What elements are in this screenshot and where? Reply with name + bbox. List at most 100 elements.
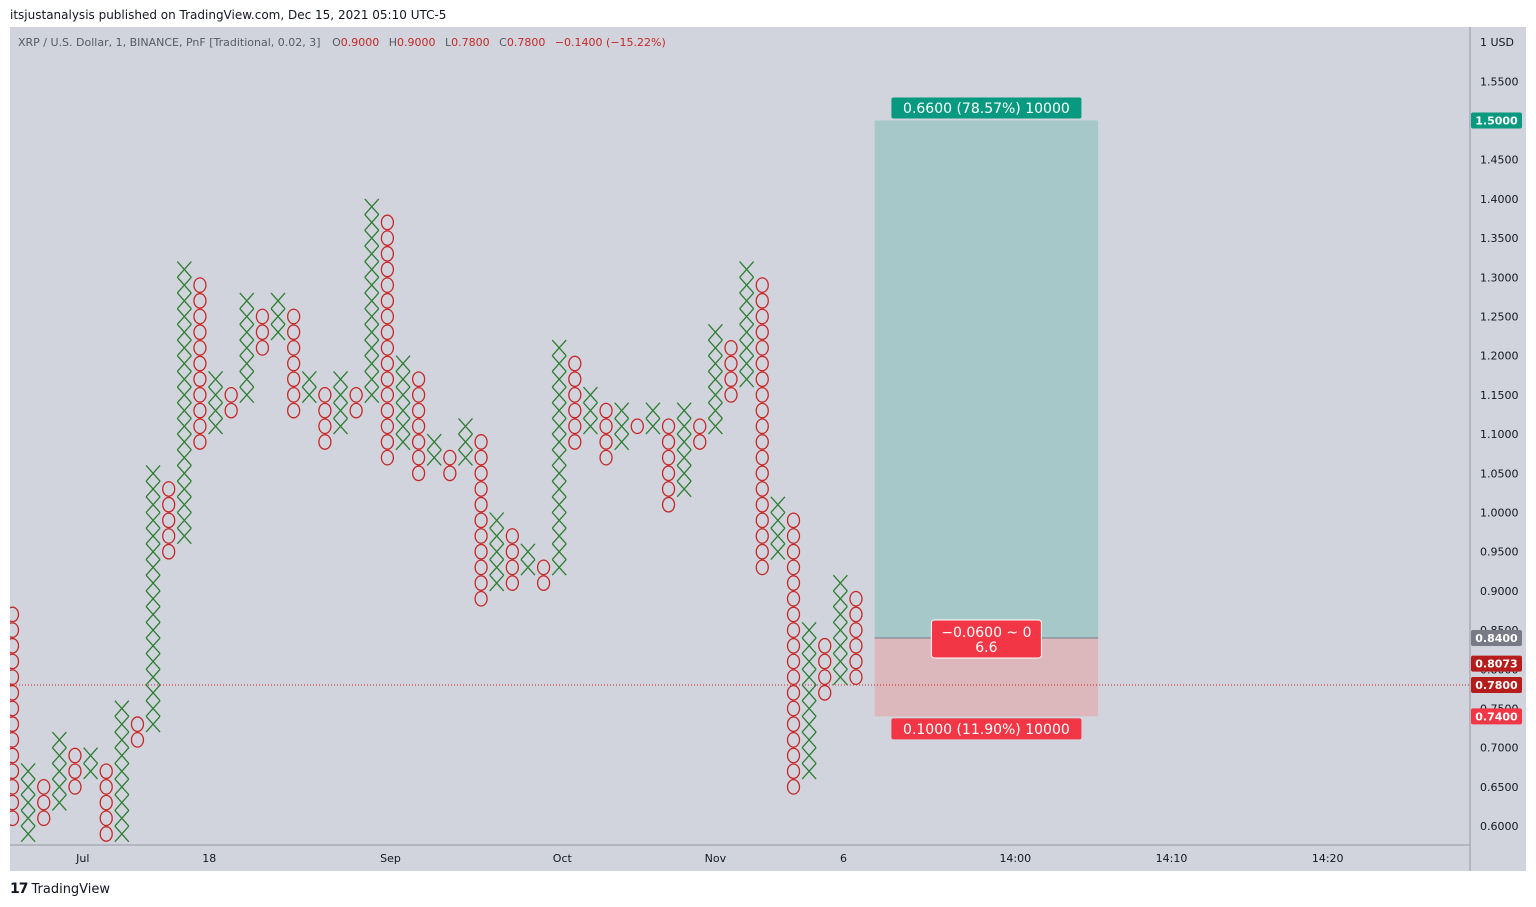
x-box bbox=[270, 323, 286, 341]
o-box bbox=[786, 543, 801, 560]
x-box bbox=[51, 731, 67, 749]
o-box bbox=[849, 622, 863, 638]
time-axis[interactable] bbox=[10, 845, 1470, 871]
x-box bbox=[145, 684, 161, 702]
x-box bbox=[582, 402, 598, 419]
x-box bbox=[551, 355, 567, 372]
x-box bbox=[145, 543, 161, 560]
o-box bbox=[380, 324, 395, 341]
pnf-column-50-o bbox=[786, 512, 801, 795]
pnf-column-42-o bbox=[661, 418, 676, 513]
o-box bbox=[349, 402, 363, 419]
o-box bbox=[287, 371, 301, 388]
pnf-column-44-o bbox=[693, 418, 707, 450]
profit-label[interactable]: 0.6600 (78.57%) 10000 bbox=[891, 97, 1082, 119]
o-box bbox=[755, 481, 769, 497]
o-box bbox=[505, 528, 519, 544]
o-box bbox=[755, 355, 769, 372]
x-box bbox=[239, 355, 255, 372]
price-axis[interactable] bbox=[1470, 27, 1526, 871]
x-box bbox=[614, 417, 630, 435]
x-box bbox=[145, 668, 161, 686]
o-box bbox=[255, 339, 270, 356]
x-box bbox=[551, 402, 567, 419]
o-box bbox=[755, 277, 769, 294]
x-box bbox=[551, 543, 567, 560]
x-box bbox=[176, 261, 192, 278]
o-box bbox=[193, 324, 207, 341]
x-box bbox=[51, 778, 67, 796]
o-box bbox=[380, 245, 395, 262]
x-box bbox=[176, 480, 192, 498]
o-box bbox=[380, 449, 395, 466]
x-box bbox=[676, 402, 692, 419]
o-box bbox=[786, 700, 801, 717]
o-box bbox=[37, 810, 51, 827]
risk-reward-label[interactable]: −0.0600 ~ 06.6 bbox=[930, 619, 1042, 659]
x-box bbox=[239, 323, 255, 341]
x-box bbox=[51, 747, 67, 764]
o-box bbox=[786, 559, 801, 576]
price-tick-label: 1.4000 bbox=[1480, 193, 1519, 206]
x-box bbox=[801, 747, 817, 764]
x-box bbox=[270, 308, 286, 325]
o-box bbox=[786, 763, 801, 780]
o-box bbox=[193, 371, 207, 388]
x-box bbox=[145, 480, 161, 498]
plot-area[interactable] bbox=[10, 27, 1470, 845]
pnf-column-18-o bbox=[287, 308, 301, 419]
x-box bbox=[145, 637, 161, 655]
x-box bbox=[364, 308, 380, 325]
footer-brand: TradingView bbox=[31, 881, 111, 897]
long-position-tool[interactable] bbox=[874, 120, 1099, 717]
x-box bbox=[551, 465, 567, 482]
o-box bbox=[380, 355, 395, 372]
o-box bbox=[755, 434, 769, 450]
footer: 17 TradingView bbox=[10, 881, 110, 897]
o-box bbox=[411, 418, 426, 435]
o-box bbox=[443, 465, 457, 482]
price-tick-label: 0.6500 bbox=[1480, 781, 1519, 794]
x-box bbox=[176, 386, 192, 404]
o-box bbox=[162, 512, 176, 529]
x-box bbox=[645, 402, 661, 419]
o-box bbox=[411, 434, 426, 450]
o-box bbox=[10, 731, 20, 748]
pnf-column-32-o bbox=[505, 528, 519, 591]
o-box bbox=[755, 339, 769, 356]
x-box bbox=[176, 496, 192, 513]
time-tick-label: 14:10 bbox=[1156, 852, 1188, 865]
x-box bbox=[145, 559, 161, 576]
x-box bbox=[176, 276, 192, 294]
symbol-title: XRP / U.S. Dollar, 1, BINANCE, PnF [Trad… bbox=[18, 36, 666, 49]
x-box bbox=[333, 386, 349, 404]
pnf-column-25-x bbox=[395, 355, 411, 451]
profit-zone[interactable] bbox=[874, 120, 1099, 638]
o-box bbox=[380, 214, 395, 231]
o-box bbox=[630, 418, 644, 435]
pnf-column-40-o bbox=[630, 418, 644, 435]
o-box bbox=[474, 496, 488, 513]
x-box bbox=[676, 449, 692, 466]
pnf-column-46-o bbox=[724, 339, 738, 403]
pnf-column-19-x bbox=[301, 370, 317, 404]
x-box bbox=[51, 762, 67, 780]
x-box bbox=[364, 370, 380, 388]
x-box bbox=[176, 402, 192, 419]
price-tick-label: 1.3500 bbox=[1480, 232, 1519, 245]
o-box bbox=[568, 418, 582, 435]
x-box bbox=[489, 559, 505, 576]
x-box bbox=[364, 276, 380, 294]
o-box bbox=[661, 434, 676, 450]
loss-label[interactable]: 0.1000 (11.90%) 10000 bbox=[891, 718, 1082, 740]
x-box bbox=[176, 292, 192, 310]
price-tick-label: 1.2500 bbox=[1480, 311, 1519, 324]
o-box bbox=[474, 528, 488, 544]
price-tick-label: 1.1500 bbox=[1480, 389, 1519, 402]
o-box bbox=[786, 653, 801, 670]
x-box bbox=[176, 527, 192, 545]
pnf-column-45-x bbox=[707, 323, 723, 435]
x-box bbox=[801, 762, 817, 780]
o-box bbox=[786, 512, 801, 529]
